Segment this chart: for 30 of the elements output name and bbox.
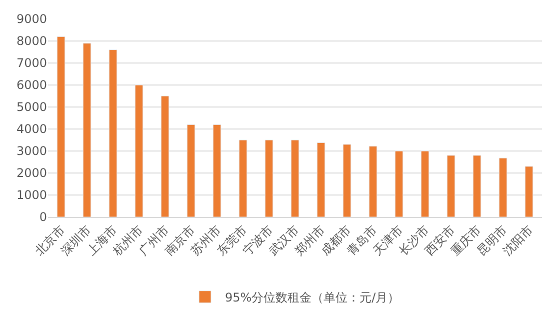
y-tick-label: 5000 bbox=[16, 100, 47, 114]
bar bbox=[316, 142, 326, 217]
bar bbox=[186, 124, 196, 217]
y-tick-label: 4000 bbox=[16, 122, 47, 136]
bar bbox=[56, 36, 66, 217]
bar bbox=[394, 150, 404, 217]
bar bbox=[134, 84, 144, 217]
bar bbox=[108, 50, 118, 217]
bar bbox=[368, 146, 378, 217]
y-tick-label: 2000 bbox=[16, 166, 47, 180]
bar bbox=[446, 155, 456, 217]
bar bbox=[420, 150, 430, 217]
bar bbox=[472, 155, 482, 217]
y-tick-label: 9000 bbox=[16, 12, 47, 26]
bar bbox=[160, 96, 170, 217]
y-tick-label: 3000 bbox=[16, 144, 47, 158]
y-tick-label: 8000 bbox=[16, 34, 47, 48]
y-tick-label: 1000 bbox=[16, 188, 47, 202]
bar bbox=[264, 140, 274, 217]
y-tick-label: 6000 bbox=[16, 78, 47, 92]
bar bbox=[290, 140, 300, 217]
legend-label: 95%分位数租金（单位：元/月） bbox=[225, 290, 400, 305]
bar bbox=[238, 140, 248, 217]
bar bbox=[498, 158, 508, 217]
bar bbox=[524, 166, 534, 217]
bar bbox=[212, 124, 222, 217]
y-tick-label: 7000 bbox=[16, 56, 47, 70]
y-tick-label: 0 bbox=[39, 210, 47, 224]
bar bbox=[342, 144, 352, 217]
bar bbox=[82, 42, 92, 217]
